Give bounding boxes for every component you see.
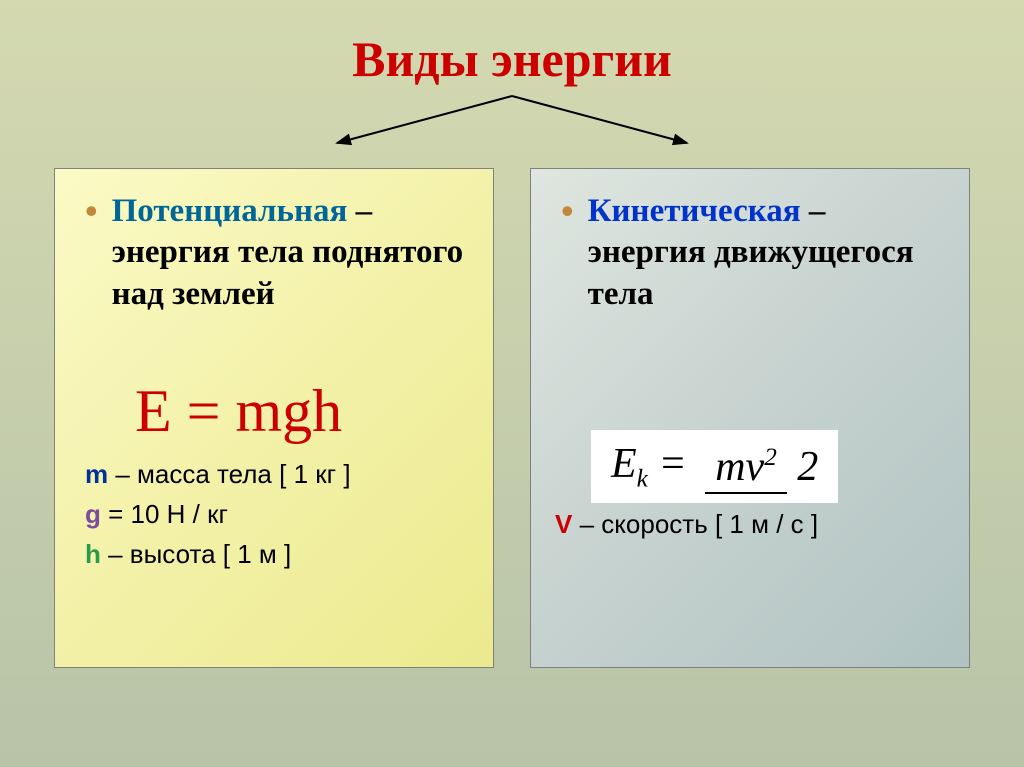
potential-term: Потенциальная bbox=[112, 193, 348, 229]
legend-m-var: m bbox=[85, 459, 108, 489]
formula-fraction: mv2 2 bbox=[705, 443, 818, 491]
legend-row-v: V – скорость [ 1 м / с ] bbox=[555, 509, 947, 540]
kinetic-energy-card: • Кинетическая – энергия движущегося тел… bbox=[530, 168, 970, 668]
potential-legend: m – масса тела [ 1 кг ] g = 10 Н / кг h … bbox=[85, 454, 471, 575]
kinetic-definition: • Кинетическая – энергия движущегося тел… bbox=[561, 191, 947, 315]
potential-definition: • Потенциальная – энергия тела поднятого… bbox=[85, 191, 471, 315]
arrows-divider bbox=[0, 98, 1024, 168]
kinetic-legend: V – скорость [ 1 м / с ] bbox=[555, 509, 947, 540]
arrow-svg bbox=[242, 88, 782, 168]
legend-m-text: – масса тела [ 1 кг ] bbox=[108, 459, 350, 489]
potential-formula: E = mgh bbox=[135, 377, 471, 446]
formula-lhs: Ek bbox=[611, 441, 648, 487]
columns-container: • Потенциальная – энергия тела поднятого… bbox=[0, 168, 1024, 668]
kinetic-def-text: Кинетическая – энергия движущегося тела bbox=[588, 191, 947, 315]
formula-numerator: mv2 bbox=[705, 444, 787, 494]
bullet-icon: • bbox=[85, 191, 98, 232]
kinetic-formula: Ek = mv2 2 bbox=[591, 430, 838, 503]
formula-eq: = bbox=[648, 441, 697, 487]
page-title: Виды энергии bbox=[0, 0, 1024, 98]
legend-g-var: g bbox=[85, 499, 101, 529]
kinetic-term: Кинетическая bbox=[588, 193, 801, 229]
potential-def-text: Потенциальная – энергия тела поднятого н… bbox=[112, 191, 471, 315]
bullet-icon: • bbox=[561, 191, 574, 232]
legend-row-g: g = 10 Н / кг bbox=[85, 494, 471, 534]
potential-energy-card: • Потенциальная – энергия тела поднятого… bbox=[54, 168, 494, 668]
legend-row-h: h – высота [ 1 м ] bbox=[85, 534, 471, 574]
legend-v-var: V bbox=[555, 509, 572, 539]
legend-h-var: h bbox=[85, 539, 101, 569]
legend-row-m: m – масса тела [ 1 кг ] bbox=[85, 454, 471, 494]
legend-v-text: – скорость [ 1 м / с ] bbox=[572, 509, 818, 539]
formula-denominator: 2 bbox=[797, 442, 818, 490]
legend-h-text: – высота [ 1 м ] bbox=[101, 539, 291, 569]
legend-g-text: = 10 Н / кг bbox=[101, 499, 228, 529]
